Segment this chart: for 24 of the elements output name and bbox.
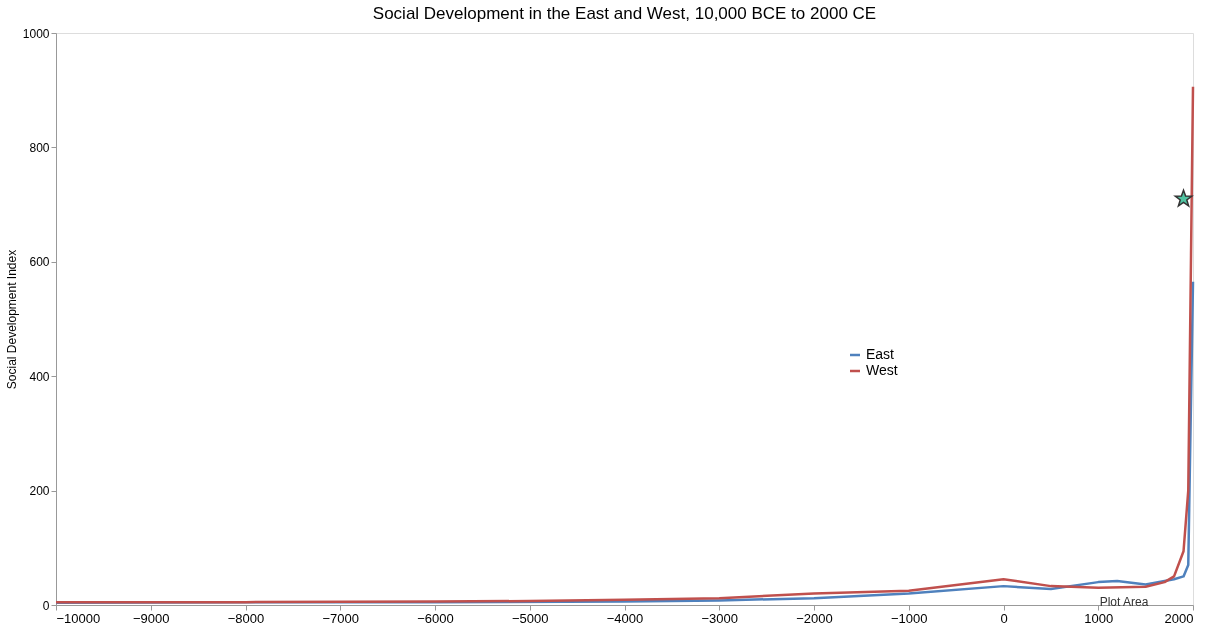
x-tick-label: −7000 <box>322 610 360 626</box>
x-tick-label: −4000 <box>606 610 644 626</box>
legend-label: East <box>866 346 895 362</box>
x-tick-label: −2000 <box>796 610 833 626</box>
chart-title: Social Development in the East and West, 10,000 BCE to 2000 CE <box>372 4 877 23</box>
x-tick-label: 0 <box>1000 610 1008 626</box>
x-tick-label: −1000 <box>890 610 928 626</box>
x-tick-label: −9000 <box>132 610 170 626</box>
y-tick-label: 1000 <box>22 26 50 41</box>
x-tick-label: 1000 <box>1084 610 1114 626</box>
y-tick-label: 600 <box>29 255 50 270</box>
y-tick-label: 200 <box>29 484 50 499</box>
y-tick-label: 400 <box>29 369 50 384</box>
x-tick-label: −5000 <box>511 610 549 626</box>
legend-label: West <box>866 362 898 378</box>
y-tick-label: 0 <box>42 598 50 613</box>
annotation: Plot Area <box>1099 595 1149 610</box>
y-tick-label: 800 <box>29 140 50 155</box>
x-tick-label: −10000 <box>56 610 101 626</box>
x-tick-label: 2000 <box>1164 610 1194 626</box>
y-axis-title: Social Development Index <box>4 249 19 390</box>
x-tick-label: −6000 <box>417 610 454 626</box>
x-tick-label: −3000 <box>701 610 739 626</box>
x-tick-label: −8000 <box>227 610 265 626</box>
